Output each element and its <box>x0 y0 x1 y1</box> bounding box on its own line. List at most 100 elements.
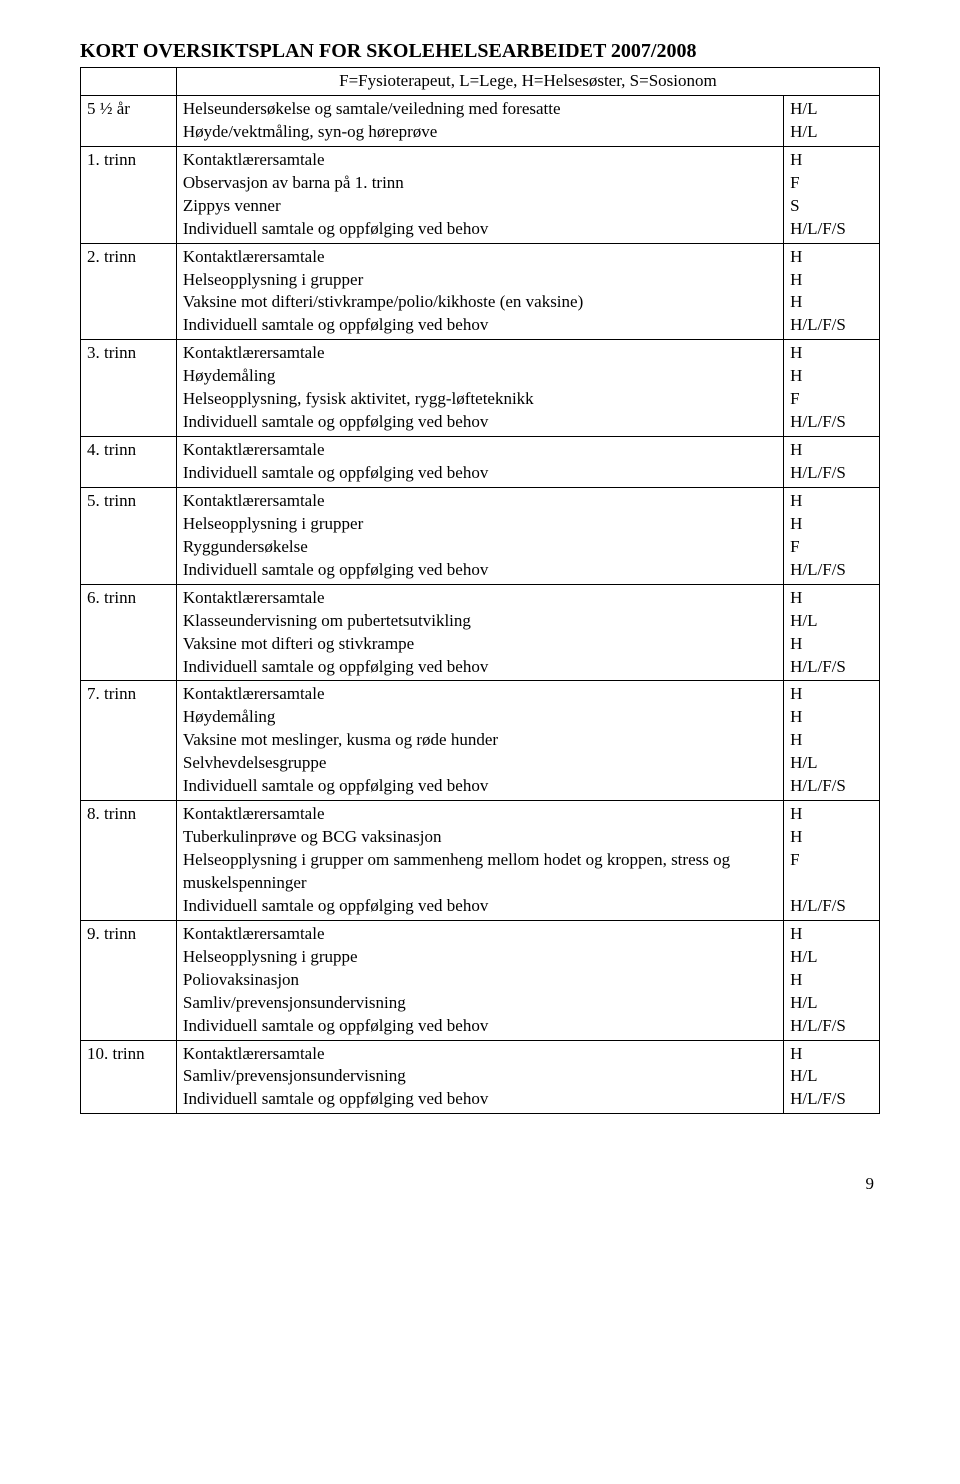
item-line: Kontaktlærersamtale <box>183 149 777 172</box>
item-line: Helseopplysning i grupper <box>183 269 777 292</box>
row-label: 2. trinn <box>81 243 177 340</box>
item-line: Individuell samtale og oppfølging ved be… <box>183 559 777 582</box>
item-line: Helseopplysning, fysisk aktivitet, rygg-… <box>183 388 777 411</box>
code-line: H/L <box>790 98 873 121</box>
table-row: 7. trinn KontaktlærersamtaleHøydemålingVa… <box>81 681 880 801</box>
code-line: F <box>790 388 873 411</box>
item-line: Kontaktlærersamtale <box>183 1043 777 1066</box>
code-line: H <box>790 365 873 388</box>
code-line: H/L <box>790 946 873 969</box>
row-items: KontaktlærersamtaleHelseopplysning i gru… <box>176 243 783 340</box>
code-line: H <box>790 729 873 752</box>
item-line: Tuberkulinprøve og BCG vaksinasjon <box>183 826 777 849</box>
code-line: H <box>790 923 873 946</box>
code-line: H/L/F/S <box>790 559 873 582</box>
item-line: Kontaktlærersamtale <box>183 683 777 706</box>
item-line: Individuell samtale og oppfølging ved be… <box>183 314 777 337</box>
code-line: F <box>790 536 873 559</box>
item-line: Høydemåling <box>183 365 777 388</box>
code-line: H/L/F/S <box>790 895 873 918</box>
code-line: H <box>790 1043 873 1066</box>
code-line: H/L <box>790 752 873 775</box>
item-line: Helseopplysning i gruppe <box>183 946 777 969</box>
code-line: H <box>790 149 873 172</box>
item-line: Kontaktlærersamtale <box>183 923 777 946</box>
row-items: KontaktlærersamtaleTuberkulinprøve og BC… <box>176 801 783 921</box>
item-line: Individuell samtale og oppfølging ved be… <box>183 1088 777 1111</box>
item-line: Individuell samtale og oppfølging ved be… <box>183 775 777 798</box>
code-line: H/L/F/S <box>790 218 873 241</box>
code-line: H/L/F/S <box>790 411 873 434</box>
code-line: F <box>790 849 873 872</box>
item-line: Helseundersøkelse og samtale/veiledning … <box>183 98 777 121</box>
table-row: 9. trinn KontaktlærersamtaleHelseopplysni… <box>81 920 880 1040</box>
legend-text: F=Fysioterapeut, L=Lege, H=Helsesøster, … <box>176 68 879 96</box>
item-line: Zippys venner <box>183 195 777 218</box>
code-line: H <box>790 587 873 610</box>
row-codes: HHHH/LH/L/F/S <box>784 681 880 801</box>
row-items: Helseundersøkelse og samtale/veiledning … <box>176 95 783 146</box>
code-line: H <box>790 513 873 536</box>
item-line: Helseopplysning i grupper <box>183 513 777 536</box>
table-row: 1. trinnKontaktlærersamtaleObservasjon a… <box>81 146 880 243</box>
code-line: H/L <box>790 1065 873 1088</box>
code-line: H/L/F/S <box>790 314 873 337</box>
table-row: 5 ½ år Helseundersøkelse og samtale/veile… <box>81 95 880 146</box>
code-line: H/L/F/S <box>790 462 873 485</box>
row-label: 5. trinn <box>81 487 177 584</box>
item-line: Høyde/vektmåling, syn-og høreprøve <box>183 121 777 144</box>
code-line: H/L <box>790 121 873 144</box>
item-line: Kontaktlærersamtale <box>183 803 777 826</box>
code-line <box>790 872 873 895</box>
code-line: H/L <box>790 992 873 1015</box>
table-row: 10. trinnKontaktlærersamtaleSamliv/preve… <box>81 1040 880 1114</box>
row-items: KontaktlærersamtaleObservasjon av barna … <box>176 146 783 243</box>
row-codes: HHFH/L/F/S <box>784 340 880 437</box>
code-line: H <box>790 633 873 656</box>
row-label: 3. trinn <box>81 340 177 437</box>
item-line: Ryggundersøkelse <box>183 536 777 559</box>
row-label: 10. trinn <box>81 1040 177 1114</box>
code-line: H/L/F/S <box>790 775 873 798</box>
item-line: Individuell samtale og oppfølging ved be… <box>183 218 777 241</box>
row-label: 8. trinn <box>81 801 177 921</box>
item-line: Vaksine mot difteri/stivkrampe/polio/kik… <box>183 291 777 314</box>
code-line: H <box>790 291 873 314</box>
code-line: H <box>790 342 873 365</box>
item-line: Samliv/prevensjonsundervisning <box>183 1065 777 1088</box>
row-items: KontaktlærersamtaleHelseopplysning i gru… <box>176 487 783 584</box>
row-label: 7. trinn <box>81 681 177 801</box>
row-codes: HH/LHH/L/F/S <box>784 584 880 681</box>
page-number: 9 <box>80 1174 880 1194</box>
table-row: 6. trinnKontaktlærersamtaleKlasseundervi… <box>81 584 880 681</box>
item-line: Kontaktlærersamtale <box>183 439 777 462</box>
code-line: H/L/F/S <box>790 1015 873 1038</box>
item-line: Høydemåling <box>183 706 777 729</box>
item-line: Observasjon av barna på 1. trinn <box>183 172 777 195</box>
item-line: Poliovaksinasjon <box>183 969 777 992</box>
row-items: KontaktlærersamtaleIndividuell samtale o… <box>176 437 783 488</box>
row-codes: HH/LHH/LH/L/F/S <box>784 920 880 1040</box>
code-line: H <box>790 826 873 849</box>
code-line: H/L <box>790 610 873 633</box>
code-line: F <box>790 172 873 195</box>
row-label: 9. trinn <box>81 920 177 1040</box>
plan-table: F=Fysioterapeut, L=Lege, H=Helsesøster, … <box>80 67 880 1114</box>
table-row: 3. trinnKontaktlærersamtaleHøydemålingHe… <box>81 340 880 437</box>
row-items: KontaktlærersamtaleKlasseundervisning om… <box>176 584 783 681</box>
row-label: 5 ½ år <box>81 95 177 146</box>
item-line: Kontaktlærersamtale <box>183 246 777 269</box>
code-line: H <box>790 439 873 462</box>
table-row: 2. trinnKontaktlærersamtaleHelseopplysni… <box>81 243 880 340</box>
row-codes: HHFH/L/F/S <box>784 487 880 584</box>
item-line: Klasseundervisning om pubertetsutvikling <box>183 610 777 633</box>
item-line: Helseopplysning i grupper om sammenheng … <box>183 849 777 895</box>
item-line: Vaksine mot meslinger, kusma og røde hun… <box>183 729 777 752</box>
item-line: Individuell samtale og oppfølging ved be… <box>183 462 777 485</box>
row-items: KontaktlærersamtaleSamliv/prevensjonsund… <box>176 1040 783 1114</box>
code-line: H <box>790 269 873 292</box>
row-codes: HHF H/L/F/S <box>784 801 880 921</box>
code-line: S <box>790 195 873 218</box>
table-row: 5. trinnKontaktlærersamtaleHelseopplysni… <box>81 487 880 584</box>
row-codes: HHHH/L/F/S <box>784 243 880 340</box>
